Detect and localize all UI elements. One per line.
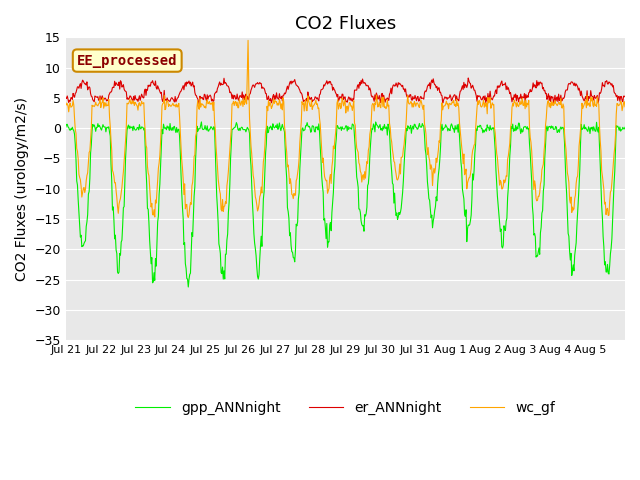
er_ANNnight <box>231 93 239 98</box>
gpp_ANNnight <box>621 124 629 130</box>
wc_gf <box>231 99 239 105</box>
gpp_ANNnight <box>281 129 289 135</box>
er_ANNnight <box>404 92 412 98</box>
Legend: gpp_ANNnight, er_ANNnight, wc_gf: gpp_ANNnight, er_ANNnight, wc_gf <box>130 396 561 420</box>
gpp_ANNnight <box>62 124 70 130</box>
er_ANNnight <box>435 85 443 91</box>
gpp_ANNnight <box>404 124 412 130</box>
er_ANNnight <box>280 92 287 98</box>
gpp_ANNnight <box>232 123 239 129</box>
er_ANNnight <box>259 84 266 90</box>
wc_gf <box>244 37 252 43</box>
Line: gpp_ANNnight: gpp_ANNnight <box>66 122 625 287</box>
wc_gf <box>281 124 289 130</box>
gpp_ANNnight <box>436 156 444 162</box>
Title: CO2 Fluxes: CO2 Fluxes <box>295 15 396 33</box>
gpp_ANNnight <box>184 284 192 290</box>
er_ANNnight <box>127 96 135 101</box>
gpp_ANNnight <box>198 119 205 125</box>
wc_gf <box>621 104 629 109</box>
er_ANNnight <box>195 102 203 108</box>
er_ANNnight <box>62 96 70 101</box>
gpp_ANNnight <box>260 196 268 202</box>
Text: EE_processed: EE_processed <box>77 54 177 68</box>
wc_gf <box>184 215 192 220</box>
wc_gf <box>62 100 70 106</box>
wc_gf <box>404 100 412 106</box>
Line: er_ANNnight: er_ANNnight <box>66 78 625 105</box>
Y-axis label: CO2 Fluxes (urology/m2/s): CO2 Fluxes (urology/m2/s) <box>15 96 29 281</box>
gpp_ANNnight <box>127 124 135 130</box>
wc_gf <box>127 101 135 107</box>
Line: wc_gf: wc_gf <box>66 40 625 217</box>
er_ANNnight <box>621 94 629 100</box>
wc_gf <box>436 139 444 145</box>
wc_gf <box>260 159 268 165</box>
er_ANNnight <box>465 75 472 81</box>
